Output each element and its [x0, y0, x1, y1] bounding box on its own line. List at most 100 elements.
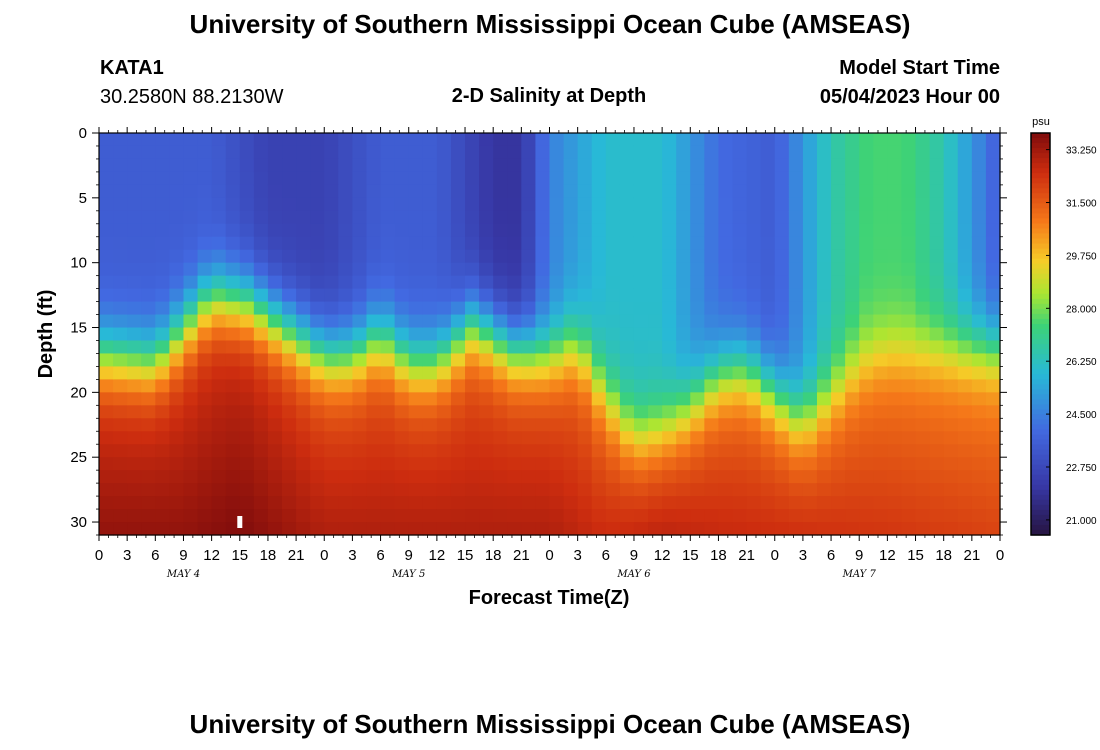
heatmap-cell [633, 133, 649, 147]
heatmap-cell [422, 444, 438, 458]
heatmap-cell [943, 470, 959, 484]
heatmap-cell [901, 288, 917, 303]
heatmap-cell [901, 184, 917, 199]
heatmap-cell [859, 236, 874, 251]
heatmap-cell [493, 353, 508, 368]
heatmap-cell [197, 353, 213, 368]
heatmap-cell [690, 353, 705, 368]
heatmap-cell [746, 210, 762, 225]
colorbar-segment [1031, 504, 1050, 511]
heatmap-cell [183, 431, 199, 445]
heatmap-cell [633, 405, 649, 419]
footer-title: University of Southern Mississippi Ocean… [189, 709, 911, 739]
heatmap-cell [296, 275, 311, 290]
heatmap-cell [422, 275, 438, 290]
heatmap-cell [633, 288, 649, 303]
heatmap-cell [633, 197, 649, 212]
heatmap-cell [211, 418, 227, 432]
heatmap-cell [380, 353, 396, 368]
heatmap-cell [408, 431, 424, 445]
heatmap-cell [549, 197, 565, 212]
heatmap-cell [915, 223, 931, 238]
heatmap-cell [169, 431, 185, 445]
heatmap-cell [338, 353, 354, 368]
heatmap-cell [901, 353, 917, 368]
heatmap-cell [253, 301, 269, 316]
heatmap-cell [957, 197, 973, 212]
heatmap-cell [155, 366, 170, 380]
heatmap-cell [901, 249, 917, 264]
heatmap-cell [169, 392, 185, 406]
heatmap-cell [352, 171, 368, 186]
heatmap-cell [155, 418, 170, 432]
heatmap-cell [465, 353, 480, 368]
heatmap-cell [971, 470, 987, 484]
heatmap-cell [211, 392, 227, 406]
heatmap-cell [127, 314, 142, 329]
heatmap-cell [310, 483, 325, 497]
heatmap-cell [310, 197, 325, 212]
heatmap-cell [422, 457, 438, 471]
heatmap-cell [732, 184, 748, 199]
heatmap-cell [169, 314, 185, 329]
heatmap-cell [211, 314, 227, 329]
heatmap-cell [816, 496, 832, 510]
heatmap-cell [127, 418, 142, 432]
heatmap-cell [845, 314, 860, 329]
heatmap-cell [746, 366, 762, 380]
heatmap-cell [901, 483, 917, 497]
x-tick-label: 0 [95, 547, 103, 564]
heatmap-cell [802, 210, 818, 225]
heatmap-cell [873, 418, 888, 432]
heatmap-cell [324, 236, 339, 251]
heatmap-cell [746, 184, 762, 199]
colorbar-segment [1031, 173, 1050, 179]
colorbar-segment [1031, 258, 1050, 265]
heatmap-cell [549, 133, 565, 147]
heatmap-cell [380, 366, 396, 380]
heatmap-cell [366, 457, 382, 471]
heatmap-cell [183, 444, 199, 458]
heatmap-cell [155, 327, 170, 342]
heatmap-cell [197, 379, 213, 393]
heatmap-cell [901, 158, 917, 173]
heatmap-cell [816, 457, 832, 471]
heatmap-cell [633, 236, 649, 251]
heatmap-cell [662, 366, 677, 380]
heatmap-cell [239, 470, 255, 484]
heatmap-cell [436, 470, 452, 484]
heatmap-cell [422, 210, 438, 225]
heatmap-cell [535, 366, 551, 380]
x-tick-label: 18 [260, 547, 277, 564]
heatmap-cell [915, 210, 931, 225]
heatmap-cell [816, 327, 832, 342]
heatmap-cell [296, 366, 311, 380]
heatmap-cell [197, 197, 213, 212]
heatmap-cell [296, 509, 311, 523]
heatmap-cell [282, 379, 297, 393]
heatmap-cell [816, 236, 832, 251]
heatmap-cell [507, 262, 522, 277]
heatmap-cell [282, 171, 297, 186]
heatmap-cell [859, 353, 874, 368]
heatmap-cell [648, 496, 663, 510]
heatmap-cell [493, 223, 508, 238]
heatmap-cell [943, 133, 959, 147]
colorbar-segment [1031, 384, 1050, 390]
heatmap-cell [211, 223, 227, 238]
heatmap-cell [141, 340, 156, 355]
heatmap-cell [957, 223, 973, 238]
heatmap-cell [788, 133, 804, 147]
heatmap-cell [718, 470, 734, 484]
heatmap-cell [873, 353, 888, 368]
heatmap-cell [704, 158, 720, 173]
heatmap-cell [887, 340, 903, 355]
heatmap-cell [338, 340, 354, 355]
heatmap-cell [732, 470, 748, 484]
heatmap-cell [394, 133, 410, 147]
heatmap-cell [493, 133, 508, 147]
heatmap-cell [901, 210, 917, 225]
heatmap-cell [436, 288, 452, 303]
heatmap-cell [971, 379, 987, 393]
heatmap-cell [338, 275, 354, 290]
